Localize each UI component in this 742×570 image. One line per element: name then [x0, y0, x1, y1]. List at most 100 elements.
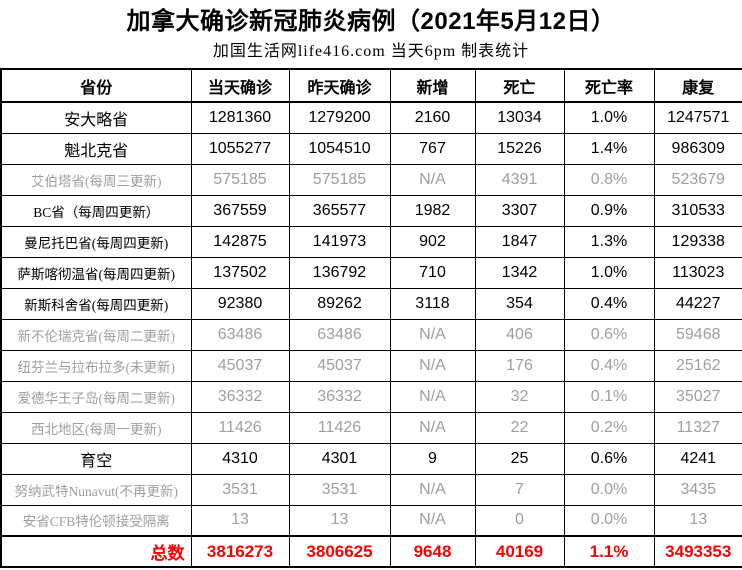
today-cell: 11426	[190, 411, 290, 444]
today-cell: 575185	[190, 163, 290, 196]
today-cell: 142875	[190, 225, 290, 258]
recovered-cell: 986309	[653, 132, 742, 165]
new-cell: N/A	[389, 380, 476, 413]
recovered-cell: 25162	[653, 349, 742, 382]
yesterday-cell: 3531	[288, 473, 391, 506]
recovered-cell: 3435	[653, 473, 742, 506]
table-row: BC省（每周四更新） 367559 365577 1982 3307 0.9% 310533	[0, 194, 742, 227]
province-cell: 爱德华王子岛(每周二更新)	[0, 380, 192, 413]
yesterday-cell: 13	[288, 504, 391, 537]
death-rate-cell: 0.4%	[563, 287, 655, 320]
yesterday-cell: 365577	[288, 194, 391, 227]
new-cell: N/A	[389, 411, 476, 444]
table-row: 纽芬兰与拉布拉多(未更新) 45037 45037 N/A 176 0.4% 25162	[0, 349, 742, 382]
today-cell: 4310	[190, 442, 290, 475]
today-cell: 367559	[190, 194, 290, 227]
new-cell: 1982	[389, 194, 476, 227]
province-cell: 魁北克省	[0, 132, 192, 165]
deaths-cell: 32	[474, 380, 565, 413]
page-title: 加拿大确诊新冠肺炎病例（2021年5月12日）	[126, 8, 616, 35]
recovered-cell: 113023	[653, 256, 742, 289]
recovered-cell: 11327	[653, 411, 742, 444]
yesterday-cell: 141973	[288, 225, 391, 258]
deaths-cell: 406	[474, 318, 565, 351]
recovered-cell: 4241	[653, 442, 742, 475]
recovered-cell: 13	[653, 504, 742, 537]
table-row: 努纳武特Nunavut(不再更新) 3531 3531 N/A 7 0.0% 3435	[0, 473, 742, 506]
today-cell: 45037	[190, 349, 290, 382]
recovered-cell: 44227	[653, 287, 742, 320]
death-rate-cell: 1.0%	[563, 101, 655, 134]
province-cell: 艾伯塔省(每周三更新)	[0, 163, 192, 196]
table-row: 爱德华王子岛(每周二更新) 36332 36332 N/A 32 0.1% 35027	[0, 380, 742, 413]
province-cell: 努纳武特Nunavut(不再更新)	[0, 473, 192, 506]
today-cell: 92380	[190, 287, 290, 320]
header-row: 省份 当天确诊 昨天确诊 新增 死亡 死亡率 康复	[0, 68, 742, 103]
province-cell: 安省CFB特伦顿接受隔离	[0, 504, 192, 537]
today-cell: 63486	[190, 318, 290, 351]
death-rate-cell: 1.1%	[563, 535, 655, 568]
death-rate-cell: 0.9%	[563, 194, 655, 227]
deaths-cell: 40169	[474, 535, 565, 568]
province-cell: 新不伦瑞克省(每周二更新)	[0, 318, 192, 351]
new-cell: N/A	[389, 473, 476, 506]
province-cell: BC省（每周四更新）	[0, 194, 192, 227]
table-row: 曼尼托巴省(每周四更新) 142875 141973 902 1847 1.3% 12933…	[0, 225, 742, 258]
death-rate-cell: 1.3%	[563, 225, 655, 258]
today-cell: 137502	[190, 256, 290, 289]
deaths-cell: 13034	[474, 101, 565, 134]
table-row: 魁北克省 1055277 1054510 767 15226 1.4% 986309	[0, 132, 742, 165]
recovered-cell: 129338	[653, 225, 742, 258]
recovered-cell: 35027	[653, 380, 742, 413]
recovered-cell: 1247571	[653, 101, 742, 134]
today-cell: 1281360	[190, 101, 290, 134]
table-row: 育空 4310 4301 9 25 0.6% 4241	[0, 442, 742, 475]
recovered-cell: 310533	[653, 194, 742, 227]
deaths-cell: 1847	[474, 225, 565, 258]
death-rate-cell: 0.4%	[563, 349, 655, 382]
table-header: 省份 当天确诊 昨天确诊 新增 死亡 死亡率 康复	[0, 68, 742, 103]
new-cell: 902	[389, 225, 476, 258]
deaths-cell: 7	[474, 473, 565, 506]
deaths-cell: 176	[474, 349, 565, 382]
deaths-cell: 1342	[474, 256, 565, 289]
deaths-cell: 354	[474, 287, 565, 320]
new-cell: 9648	[389, 535, 476, 568]
title-block: 加拿大确诊新冠肺炎病例（2021年5月12日） 加国生活网life416.com…	[0, 0, 742, 68]
death-rate-cell: 0.0%	[563, 504, 655, 537]
today-cell: 3531	[190, 473, 290, 506]
new-cell: 2160	[389, 101, 476, 134]
new-cell: 9	[389, 442, 476, 475]
table-row: 西北地区(每周一更新) 11426 11426 N/A 22 0.2% 11327	[0, 411, 742, 444]
deaths-cell: 0	[474, 504, 565, 537]
yesterday-cell: 36332	[288, 380, 391, 413]
new-cell: 767	[389, 132, 476, 165]
page-subtitle: 加国生活网life416.com 当天6pm 制表统计	[212, 43, 530, 60]
table-body: 安大略省 1281360 1279200 2160 13034 1.0% 1247571 魁北…	[0, 101, 742, 568]
column-header: 死亡	[474, 68, 565, 103]
column-header: 省份	[0, 68, 192, 103]
province-cell: 总数	[0, 535, 192, 568]
province-cell: 安大略省	[0, 101, 192, 134]
column-header: 康复	[653, 68, 742, 103]
province-cell: 曼尼托巴省(每周四更新)	[0, 225, 192, 258]
yesterday-cell: 136792	[288, 256, 391, 289]
total-row: 总数 3816273 3806625 9648 40169 1.1% 3493353	[0, 535, 742, 568]
column-header: 当天确诊	[190, 68, 290, 103]
new-cell: N/A	[389, 318, 476, 351]
deaths-cell: 15226	[474, 132, 565, 165]
new-cell: 3118	[389, 287, 476, 320]
death-rate-cell: 0.1%	[563, 380, 655, 413]
deaths-cell: 22	[474, 411, 565, 444]
province-cell: 新斯科舍省(每周四更新)	[0, 287, 192, 320]
death-rate-cell: 0.6%	[563, 442, 655, 475]
table-row: 萨斯喀彻温省(每周四更新) 137502 136792 710 1342 1.0% 1130…	[0, 256, 742, 289]
province-cell: 育空	[0, 442, 192, 475]
today-cell: 36332	[190, 380, 290, 413]
deaths-cell: 3307	[474, 194, 565, 227]
yesterday-cell: 3806625	[288, 535, 391, 568]
table-row: 新斯科舍省(每周四更新) 92380 89262 3118 354 0.4% 44227	[0, 287, 742, 320]
province-cell: 西北地区(每周一更新)	[0, 411, 192, 444]
death-rate-cell: 0.6%	[563, 318, 655, 351]
